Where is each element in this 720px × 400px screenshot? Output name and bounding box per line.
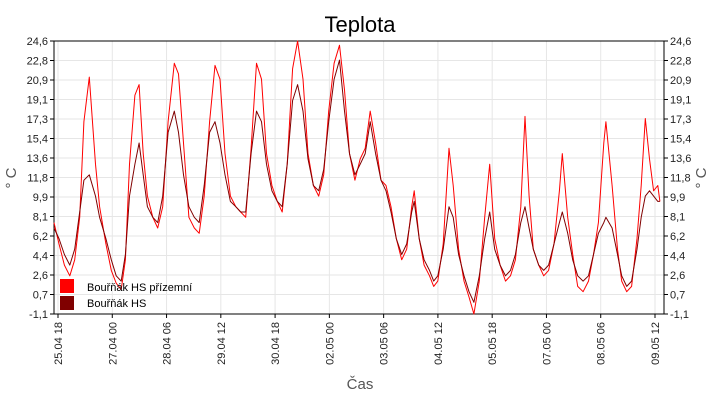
legend-swatch-series-1 bbox=[60, 279, 74, 293]
x-axis: 25.04 18 27.04 00 28.04 06 29.04 12 30.04 18… bbox=[53, 314, 662, 365]
y-tick-label-right: 22,8 bbox=[670, 56, 691, 68]
x-tick-label: 03.05 06 bbox=[379, 322, 391, 365]
y-tick-label-right: 6,2 bbox=[670, 231, 685, 243]
y-tick-label-left: 22,8 bbox=[27, 56, 48, 68]
y-tick-label-right: 0,7 bbox=[670, 290, 685, 302]
y-tick-label-right: 17,3 bbox=[670, 114, 691, 126]
series-layer bbox=[53, 40, 661, 315]
y-tick-label-left: 6,2 bbox=[33, 231, 48, 243]
x-tick-label: 30.04 18 bbox=[270, 322, 282, 365]
y-tick-label-right: 20,9 bbox=[670, 75, 691, 87]
x-tick-label: 28.04 06 bbox=[162, 322, 174, 365]
legend-swatch-series-2 bbox=[60, 296, 74, 310]
y-tick-label-right: 24,6 bbox=[670, 36, 691, 48]
x-tick-label: 05.05 18 bbox=[487, 322, 499, 365]
y-tick-label-left: 4,4 bbox=[33, 251, 48, 263]
y-tick-label-right: 13,6 bbox=[670, 153, 691, 165]
y-tick-label-left: 17,3 bbox=[27, 114, 48, 126]
x-axis-label: Čas bbox=[347, 376, 374, 393]
y-tick-label-left: 15,4 bbox=[27, 134, 48, 146]
y-tick-label-right: -1,1 bbox=[670, 309, 689, 321]
legend: Bouřňák HS přízemní Bouřňák HS bbox=[60, 279, 192, 310]
y-tick-label-right: 9,9 bbox=[670, 192, 685, 204]
y-tick-label-left: 19,1 bbox=[27, 95, 48, 107]
y-tick-label-right: 2,6 bbox=[670, 270, 685, 282]
chart-title: Teplota bbox=[325, 12, 397, 37]
series-line-1 bbox=[53, 40, 661, 315]
y-tick-label-left: 20,9 bbox=[27, 75, 48, 87]
y-tick-label-left: 13,6 bbox=[27, 153, 48, 165]
x-tick-label: 29.04 12 bbox=[216, 322, 228, 365]
x-tick-label: 07.05 00 bbox=[541, 322, 553, 365]
y-axis-label-left: ° C bbox=[3, 167, 20, 188]
legend-label-series-2: Bouřňák HS bbox=[87, 298, 146, 310]
y-tick-label-left: 11,8 bbox=[27, 173, 48, 185]
x-tick-label: 27.04 00 bbox=[107, 322, 119, 365]
x-tick-label: 02.05 00 bbox=[324, 322, 336, 365]
y-tick-label-right: 19,1 bbox=[670, 95, 691, 107]
y-tick-label-right: 15,4 bbox=[670, 134, 691, 146]
x-tick-label: 08.05 06 bbox=[596, 322, 608, 365]
series-line-2 bbox=[53, 59, 660, 303]
y-axis-left: 24,6 22,8 20,9 19,1 17,3 15,4 13,6 11,8 9,9 8,1 6,… bbox=[27, 36, 54, 321]
y-tick-label-left: 9,9 bbox=[33, 192, 48, 204]
y-axis-right: 24,6 22,8 20,9 19,1 17,3 15,4 13,6 11,8 9,9 8,1 6,… bbox=[664, 36, 691, 321]
y-tick-label-left: -1,1 bbox=[29, 309, 48, 321]
y-tick-label-right: 4,4 bbox=[670, 251, 685, 263]
grid-lines bbox=[54, 41, 664, 314]
y-tick-label-left: 0,7 bbox=[33, 290, 48, 302]
legend-label-series-1: Bouřňák HS přízemní bbox=[87, 282, 192, 294]
y-axis-label-right: ° C bbox=[693, 167, 710, 188]
y-tick-label-left: 2,6 bbox=[33, 270, 48, 282]
x-tick-label: 04.05 12 bbox=[433, 322, 445, 365]
y-tick-label-left: 24,6 bbox=[27, 36, 48, 48]
y-tick-label-right: 11,8 bbox=[670, 173, 691, 185]
x-tick-label: 09.05 12 bbox=[650, 322, 662, 365]
x-tick-label: 25.04 18 bbox=[53, 322, 65, 365]
y-tick-label-right: 8,1 bbox=[670, 212, 685, 224]
y-tick-label-left: 8,1 bbox=[33, 212, 48, 224]
